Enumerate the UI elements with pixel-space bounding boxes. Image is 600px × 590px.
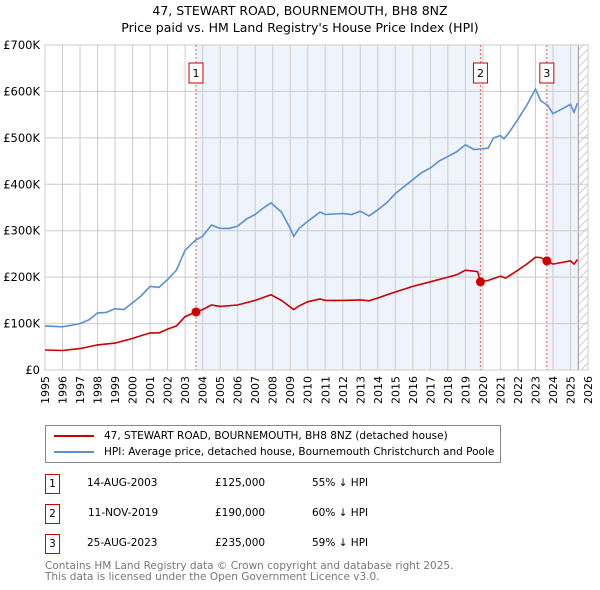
plot-frame bbox=[44, 44, 589, 371]
x-tick-label: 2007 bbox=[249, 376, 262, 404]
sale-point bbox=[191, 307, 201, 317]
sale-marker-badge: 2 bbox=[45, 504, 60, 524]
price-chart: 1995 1996 1997 1998 1999 2000 2001 2002 2003 2004… bbox=[3, 38, 595, 404]
sale-date: 11-NOV-2019 bbox=[88, 507, 159, 519]
footer-licence: This data is licensed under the Open Gov… bbox=[45, 571, 380, 583]
x-tick-label: 1999 bbox=[109, 376, 122, 404]
sale-marker-badge: 1 bbox=[45, 474, 60, 494]
legend-label-hpi: HPI: Average price, detached house, Bour… bbox=[104, 446, 495, 458]
y-tick-label: £200K bbox=[3, 270, 40, 284]
sale-date: 14-AUG-2003 bbox=[87, 477, 158, 489]
y-tick-label: £500K bbox=[3, 131, 40, 145]
legend-swatch-red bbox=[54, 435, 94, 437]
sale-point bbox=[475, 277, 485, 287]
x-tick-label: 2012 bbox=[337, 376, 350, 404]
x-tick-label: 2008 bbox=[267, 376, 280, 404]
sale-marker-label: 3 bbox=[543, 67, 550, 80]
sale-price: £190,000 bbox=[215, 507, 266, 519]
sale-hpi-diff: 59% ↓ HPI bbox=[312, 537, 369, 549]
sale-marker-box bbox=[188, 62, 204, 84]
y-tick-label: £600K bbox=[3, 84, 40, 98]
y-tick-label: £300K bbox=[3, 224, 40, 238]
y-tick-label: £700K bbox=[3, 38, 40, 52]
x-tick-label: 2018 bbox=[442, 376, 455, 404]
sale-marker-box bbox=[539, 62, 555, 84]
y-tick-label: £0 bbox=[25, 363, 40, 377]
forecast-hatch bbox=[578, 45, 588, 370]
sale-hpi-diff: 55% ↓ HPI bbox=[312, 477, 369, 489]
footer-copyright: Contains HM Land Registry data © Crown c… bbox=[45, 560, 454, 572]
x-tick-label: 1998 bbox=[92, 376, 105, 404]
sale-marker-badge: 3 bbox=[45, 534, 60, 554]
x-tick-label: 2026 bbox=[582, 376, 595, 404]
sale-marker-label: 2 bbox=[477, 67, 484, 80]
chart-subtitle: Price paid vs. HM Land Registry's House … bbox=[121, 20, 479, 35]
sale-marker-box bbox=[472, 62, 488, 84]
property-price-line bbox=[44, 256, 579, 352]
x-tick-label: 2009 bbox=[284, 376, 297, 404]
sale-hpi-diff: 60% ↓ HPI bbox=[312, 507, 369, 519]
x-tick-label: 2022 bbox=[512, 376, 525, 404]
chart-title: 47, STEWART ROAD, BOURNEMOUTH, BH8 8NZ bbox=[152, 3, 448, 18]
x-tick-label: 2015 bbox=[389, 376, 402, 404]
x-tick-label: 2006 bbox=[232, 376, 245, 404]
x-tick-label: 2001 bbox=[144, 376, 157, 404]
legend-label-property: 47, STEWART ROAD, BOURNEMOUTH, BH8 8NZ (… bbox=[104, 430, 448, 442]
legend-item-hpi: HPI: Average price, detached house, Bour… bbox=[54, 446, 494, 458]
x-tick-label: 2025 bbox=[564, 376, 577, 404]
x-tick-label: 2016 bbox=[407, 376, 420, 404]
y-tick-label: £100K bbox=[3, 317, 40, 331]
hpi-line bbox=[44, 87, 579, 328]
y-tick-label: £400K bbox=[3, 177, 40, 191]
x-tick-label: 2023 bbox=[529, 376, 542, 404]
x-tick-label: 2011 bbox=[319, 376, 332, 404]
x-tick-label: 2013 bbox=[354, 376, 367, 404]
x-tick-label: 2017 bbox=[424, 376, 437, 404]
x-tick-label: 2004 bbox=[197, 376, 210, 404]
x-tick-label: 2021 bbox=[494, 376, 507, 404]
x-tick-label: 2005 bbox=[214, 376, 227, 404]
sale-point bbox=[542, 256, 552, 266]
sale-price: £235,000 bbox=[215, 537, 266, 549]
x-tick-label: 1995 bbox=[39, 376, 52, 404]
legend-item-property: 47, STEWART ROAD, BOURNEMOUTH, BH8 8NZ (… bbox=[54, 430, 448, 442]
sale-marker-label: 1 bbox=[192, 67, 199, 80]
x-tick-label: 1997 bbox=[74, 376, 87, 404]
legend: 47, STEWART ROAD, BOURNEMOUTH, BH8 8NZ (… bbox=[45, 425, 501, 463]
x-tick-label: 2024 bbox=[547, 376, 560, 404]
x-tick-label: 2000 bbox=[127, 376, 140, 404]
sale-date: 25-AUG-2023 bbox=[87, 537, 158, 549]
x-tick-label: 2019 bbox=[459, 376, 472, 404]
shaded-region bbox=[546, 45, 579, 370]
x-tick-label: 2020 bbox=[477, 376, 490, 404]
shaded-region bbox=[195, 45, 481, 370]
x-tick-label: 2003 bbox=[179, 376, 192, 404]
x-tick-label: 2014 bbox=[372, 376, 385, 404]
x-tick-label: 2010 bbox=[302, 376, 315, 404]
legend-swatch-blue bbox=[54, 451, 94, 453]
sale-price: £125,000 bbox=[215, 477, 266, 489]
x-tick-label: 1996 bbox=[57, 376, 70, 404]
x-tick-label: 2002 bbox=[162, 376, 175, 404]
